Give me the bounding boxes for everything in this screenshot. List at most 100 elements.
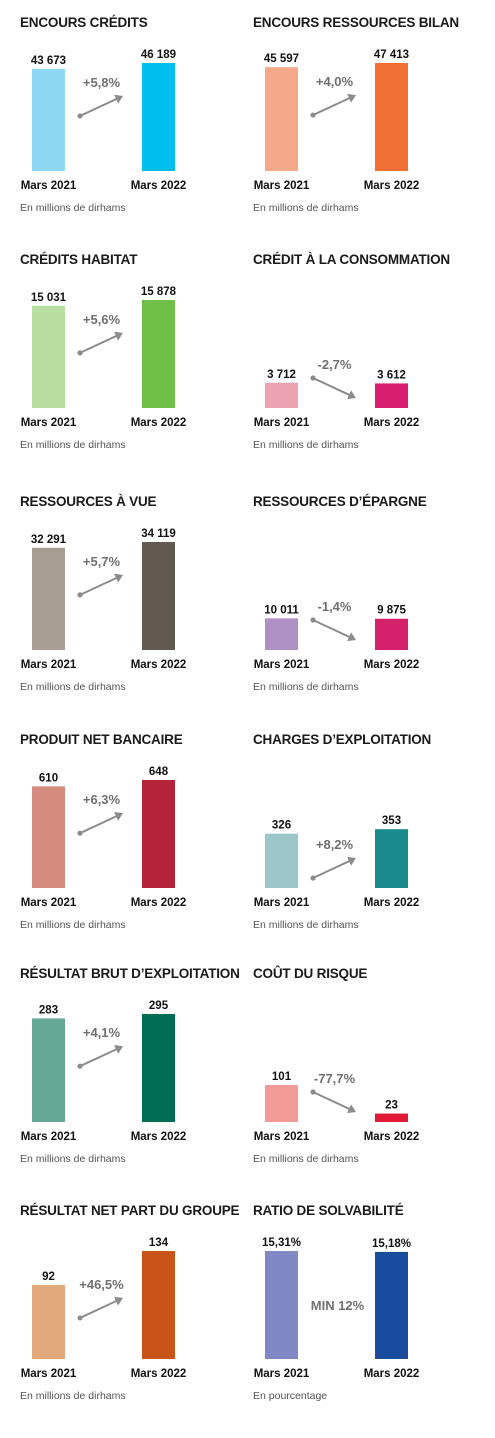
- bar: [32, 1018, 65, 1122]
- change-percentage: +6,3%: [83, 792, 121, 807]
- data-label: 45 597: [264, 53, 299, 65]
- unit-caption: En millions de dirhams: [253, 681, 359, 693]
- data-label: 15 031: [31, 292, 67, 304]
- chart-title: CHARGES D’EXPLOITATION: [253, 732, 432, 747]
- category-label: Mars 2022: [131, 659, 187, 671]
- bar: [265, 67, 298, 171]
- regulatory-minimum-note: MIN 12%: [311, 1298, 365, 1313]
- category-label: Mars 2022: [364, 659, 420, 671]
- chart-title: CRÉDITS HABITAT: [20, 252, 138, 267]
- chart-panel: ENCOURS RESSOURCES BILAN En millions de d…: [253, 15, 493, 250]
- trend-arrow: [77, 94, 123, 119]
- category-label: Mars 2022: [364, 417, 420, 429]
- chart-title: CRÉDIT À LA CONSOMMATION: [253, 252, 450, 267]
- bar-chart: 283 Mars 2021 295 Mars 2022 +4,1%: [21, 1000, 187, 1143]
- chart-title: RESSOURCES À VUE: [20, 494, 157, 509]
- unit-caption: En millions de dirhams: [20, 202, 126, 214]
- change-percentage: -77,7%: [314, 1071, 356, 1086]
- chart-title: RESSOURCES D’ÉPARGNE: [253, 494, 427, 509]
- data-label: 43 673: [31, 55, 66, 67]
- category-label: Mars 2022: [364, 1131, 420, 1143]
- data-label: 15,18%: [372, 1238, 411, 1250]
- trend-arrow: [310, 1089, 356, 1114]
- unit-caption: En millions de dirhams: [20, 681, 126, 693]
- data-label: 34 119: [141, 528, 176, 540]
- bar: [265, 833, 298, 888]
- category-label: Mars 2021: [254, 180, 310, 192]
- bar: [32, 68, 65, 171]
- bar: [142, 1014, 175, 1122]
- chart-title: PRODUIT NET BANCAIRE: [20, 732, 183, 747]
- trend-arrow: [77, 573, 123, 598]
- bar: [142, 1251, 175, 1359]
- unit-caption: En pourcentage: [253, 1390, 328, 1402]
- category-label: Mars 2022: [131, 180, 187, 192]
- category-label: Mars 2021: [21, 417, 77, 429]
- bar: [375, 618, 408, 650]
- category-label: Mars 2022: [131, 417, 187, 429]
- bar: [375, 1113, 408, 1122]
- bar: [142, 63, 175, 171]
- data-label: 3 612: [377, 369, 406, 381]
- bar-chart: 10 011 Mars 2021 9 875 Mars 2022 -1,4%: [254, 599, 420, 671]
- bar: [375, 1251, 408, 1359]
- data-label: 46 189: [141, 49, 176, 61]
- chart-panel: RÉSULTAT BRUT D’EXPLOITATION En millions …: [20, 966, 260, 1201]
- bar: [265, 1251, 298, 1359]
- change-percentage: +5,7%: [83, 554, 121, 569]
- chart-title: ENCOURS RESSOURCES BILAN: [253, 15, 459, 30]
- chart-panel: CHARGES D’EXPLOITATION En millions de dir…: [253, 732, 493, 967]
- chart-panel: CRÉDIT À LA CONSOMMATION En millions de d…: [253, 252, 493, 487]
- unit-caption: En millions de dirhams: [253, 202, 359, 214]
- category-label: Mars 2022: [364, 180, 420, 192]
- trend-arrow: [77, 811, 123, 836]
- change-percentage: +46,5%: [79, 1277, 124, 1292]
- data-label: 283: [39, 1004, 58, 1016]
- chart-title: RÉSULTAT BRUT D’EXPLOITATION: [20, 966, 240, 981]
- data-label: 326: [272, 820, 291, 832]
- trend-arrow: [77, 1296, 123, 1321]
- chart-panel: RATIO DE SOLVABILITÉ En pourcentage 15,31%…: [253, 1203, 493, 1438]
- bar-chart: 15 031 Mars 2021 15 878 Mars 2022 +5,6%: [21, 286, 187, 429]
- unit-caption: En millions de dirhams: [20, 1390, 126, 1402]
- data-label: 648: [149, 766, 169, 778]
- trend-arrow: [77, 1045, 123, 1069]
- chart-panel: COÛT DU RISQUE En millions de dirhams 101 M…: [253, 966, 493, 1201]
- data-label: 47 413: [374, 49, 409, 61]
- unit-caption: En millions de dirhams: [20, 439, 126, 451]
- chart-panel: RÉSULTAT NET PART DU GROUPE En millions d…: [20, 1203, 260, 1438]
- change-percentage: +8,2%: [316, 837, 354, 852]
- change-percentage: +5,8%: [83, 75, 121, 90]
- unit-caption: En millions de dirhams: [253, 919, 359, 931]
- data-label: 295: [149, 1000, 169, 1012]
- bar: [265, 1085, 298, 1122]
- data-label: 23: [385, 1100, 398, 1112]
- category-label: Mars 2021: [21, 1131, 77, 1143]
- bar: [375, 829, 408, 888]
- unit-caption: En millions de dirhams: [253, 439, 359, 451]
- category-label: Mars 2021: [254, 897, 310, 909]
- chart-panel: CRÉDITS HABITAT En millions de dirhams 15 …: [20, 252, 260, 487]
- data-label: 9 875: [377, 605, 406, 617]
- chart-panel: ENCOURS CRÉDITS En millions de dirhams 43 …: [20, 15, 260, 250]
- chart-title: RÉSULTAT NET PART DU GROUPE: [20, 1203, 240, 1218]
- bar: [142, 780, 175, 888]
- bar: [375, 383, 408, 408]
- bar: [142, 542, 175, 650]
- data-label: 3 712: [267, 369, 296, 381]
- category-label: Mars 2022: [364, 1368, 420, 1380]
- data-label: 15 878: [141, 286, 177, 298]
- change-percentage: +4,1%: [83, 1025, 121, 1040]
- category-label: Mars 2021: [21, 897, 77, 909]
- change-percentage: -2,7%: [318, 357, 352, 372]
- bar: [265, 618, 298, 650]
- trend-arrow: [310, 617, 356, 642]
- bar-chart: 326 Mars 2021 353 Mars 2022 +8,2%: [254, 815, 420, 909]
- data-label: 10 011: [264, 604, 299, 616]
- chart-panel: PRODUIT NET BANCAIRE En millions de dirha…: [20, 732, 260, 967]
- bar: [375, 63, 408, 171]
- bar-chart: 3 712 Mars 2021 3 612 Mars 2022 -2,7%: [254, 357, 420, 429]
- chart-panel: RESSOURCES D’ÉPARGNE En millions de dirha…: [253, 494, 493, 729]
- bar-chart: 32 291 Mars 2021 34 119 Mars 2022 +5,7%: [21, 528, 187, 671]
- bar-chart: 92 Mars 2021 134 Mars 2022 +46,5%: [21, 1237, 187, 1380]
